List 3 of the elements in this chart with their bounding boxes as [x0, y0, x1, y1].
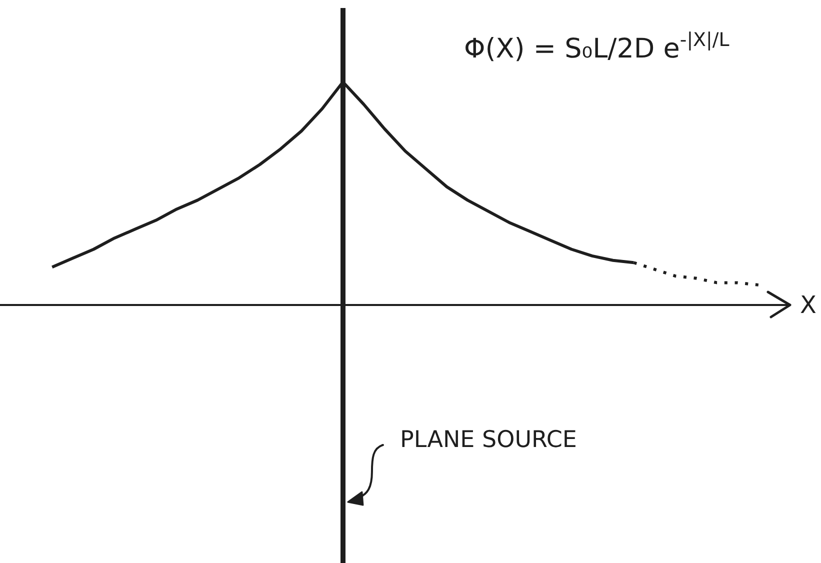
text: PLANE SOURCE	[400, 427, 577, 453]
x-axis-title: X	[800, 291, 816, 319]
text: Φ(X) = S₀L/2D e$^{-|X|/L}$	[464, 29, 730, 64]
